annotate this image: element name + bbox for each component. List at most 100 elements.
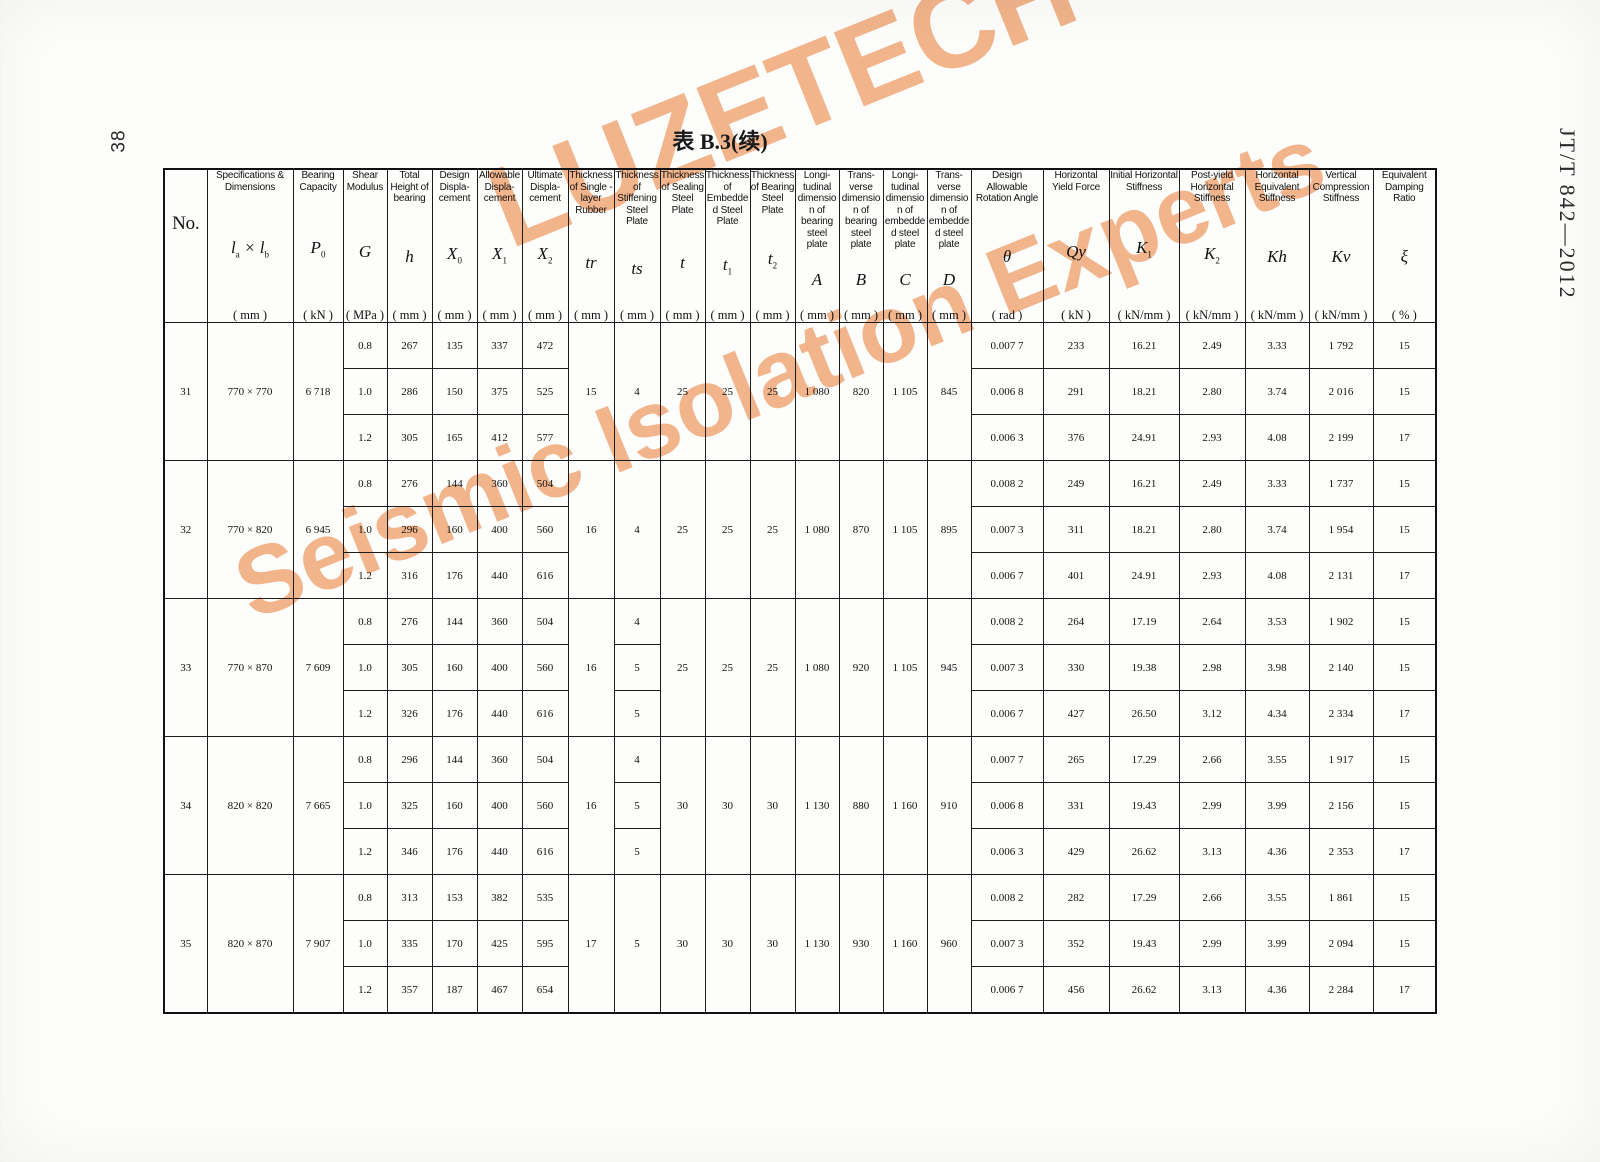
col-header-unit-A: ( mm ) [799,308,835,322]
col-header-symbol-g: G [358,241,372,261]
col-header-k1: Initial Horizontal Stiffness K1 ( kN/mm ) [1108,168,1180,323]
col-header-unit-D: ( mm ) [931,308,967,322]
cell-x0: 165 [431,414,478,461]
cell-qy: 311 [1042,506,1110,553]
cell-x1: 360 [476,598,523,645]
col-header-unit-t2: ( mm ) [755,307,790,322]
col-header-label-kh: Horizontal Equivalent Stiffness [1254,170,1300,204]
cell-tr: 16 [567,598,615,737]
col-header-kh: Horizontal Equivalent Stiffness Kh ( kN/mm… [1244,168,1310,323]
col-header-label-no: No. [172,213,200,234]
cell-kv: 2 094 [1308,920,1374,967]
cell-kv: 1 917 [1308,736,1374,783]
cell-p0: 7 609 [292,598,344,737]
cell-qy: 264 [1042,598,1110,645]
cell-no: 35 [163,874,208,1014]
cell-spec: 770 × 870 [206,598,294,737]
cell-x0: 144 [431,598,478,645]
cell-x1: 375 [476,368,523,415]
cell-k2: 2.64 [1178,598,1246,645]
cell-A: 1 080 [794,598,840,737]
cell-xi: 17 [1372,414,1437,461]
cell-x0: 144 [431,736,478,783]
cell-spec: 820 × 870 [206,874,294,1014]
col-header-x1: Allowable Displa-cement X1 ( mm ) [476,168,523,323]
cell-p0: 6 718 [292,322,344,461]
cell-t1: 25 [704,322,751,461]
col-header-label-p0: Bearing Capacity [299,170,337,193]
cell-k2: 2.93 [1178,414,1246,461]
col-header-symbol-B: B [855,270,867,290]
cell-g: 1.0 [342,368,388,415]
cell-kh: 3.99 [1244,782,1310,829]
cell-h: 276 [386,460,433,507]
table-row: 32 770 × 820 6 945 0.8 276 144 360 504 16 4 25 25 25… [163,460,1437,599]
cell-C: 1 105 [882,460,928,599]
col-header-symbol-p0: P0 [310,237,326,260]
cell-x1: 440 [476,552,523,599]
cell-k2: 3.13 [1178,828,1246,875]
cell-kh: 3.53 [1244,598,1310,645]
cell-kh: 3.74 [1244,506,1310,553]
col-header-label-h: Total Height of bearing [390,170,429,204]
cell-x1: 440 [476,828,523,875]
cell-D: 945 [926,598,972,737]
cell-h: 296 [386,506,433,553]
standard-code: JT/T 842—2012 [1555,128,1580,300]
cell-kv: 2 284 [1308,966,1374,1014]
col-header-h: Total Height of bearing h ( mm ) [386,168,433,323]
cell-qy: 401 [1042,552,1110,599]
cell-g: 1.2 [342,552,388,599]
cell-theta: 0.008 2 [970,460,1044,507]
cell-D: 895 [926,460,972,599]
col-header-label-t2: Thickness of Bearing Steel Plate [750,170,795,216]
cell-x1: 425 [476,920,523,967]
cell-x2: 504 [521,460,569,507]
cell-qy: 265 [1042,736,1110,783]
table-row: 34 820 × 820 7 665 0.8 296 144 360 504 16 4 30 30 30… [163,736,1437,875]
cell-kv: 1 737 [1308,460,1374,507]
cell-no: 31 [163,322,208,461]
cell-theta: 0.007 3 [970,506,1044,553]
col-header-symbol-theta: θ [1002,247,1012,267]
cell-A: 1 080 [794,460,840,599]
cell-x1: 400 [476,506,523,553]
cell-kv: 2 199 [1308,414,1374,461]
col-header-unit-qy: ( kN ) [1061,308,1091,322]
cell-kh: 3.33 [1244,460,1310,507]
cell-kh: 4.36 [1244,966,1310,1014]
cell-x1: 360 [476,736,523,783]
cell-k1: 19.38 [1108,644,1180,691]
cell-x0: 144 [431,460,478,507]
cell-k1: 24.91 [1108,414,1180,461]
cell-no: 33 [163,598,208,737]
cell-xi: 17 [1372,690,1437,737]
cell-A: 1 130 [794,874,840,1014]
col-header-label-x0: Design Displa-cement [438,170,471,204]
table-body: 31 770 × 770 6 718 0.8 267 135 337 472 15 4 25 25 25… [163,322,1437,1014]
cell-kv: 2 334 [1308,690,1374,737]
col-header-t1: Thickness of Embedded Steel Plate t1 ( mm … [704,168,751,323]
col-header-label-spec: Specifications & Dimensions [216,170,284,193]
cell-kv: 2 353 [1308,828,1374,875]
col-header-unit-k1: ( kN/mm ) [1117,307,1171,322]
cell-theta: 0.006 8 [970,368,1044,415]
cell-theta: 0.008 2 [970,874,1044,921]
cell-g: 1.0 [342,506,388,553]
cell-k2: 3.12 [1178,690,1246,737]
cell-x1: 400 [476,782,523,829]
cell-theta: 0.007 3 [970,920,1044,967]
col-header-label-theta: Design Allowable Rotation Angle [975,170,1039,204]
table-header-row: No. Specifications & Dimensions la × lb ( m… [163,168,1437,323]
cell-kh: 4.08 [1244,552,1310,599]
cell-k1: 17.29 [1108,874,1180,921]
col-header-C: Longi- tudinal dimension of embedded ste… [882,168,928,323]
col-header-unit-C: ( mm ) [887,308,923,322]
cell-k2: 2.99 [1178,782,1246,829]
cell-C: 1 160 [882,874,928,1014]
col-header-unit-t1: ( mm ) [710,307,745,322]
col-header-label-D: Trans- verse dimension of embedded steel… [928,170,970,250]
table-row: 1.0 296 160 400 560 0.007 3 311 18.21 2.80 3.74 1 … [164,506,1437,553]
cell-t1: 30 [704,874,751,1014]
col-header-unit-tr: ( mm ) [573,308,609,322]
